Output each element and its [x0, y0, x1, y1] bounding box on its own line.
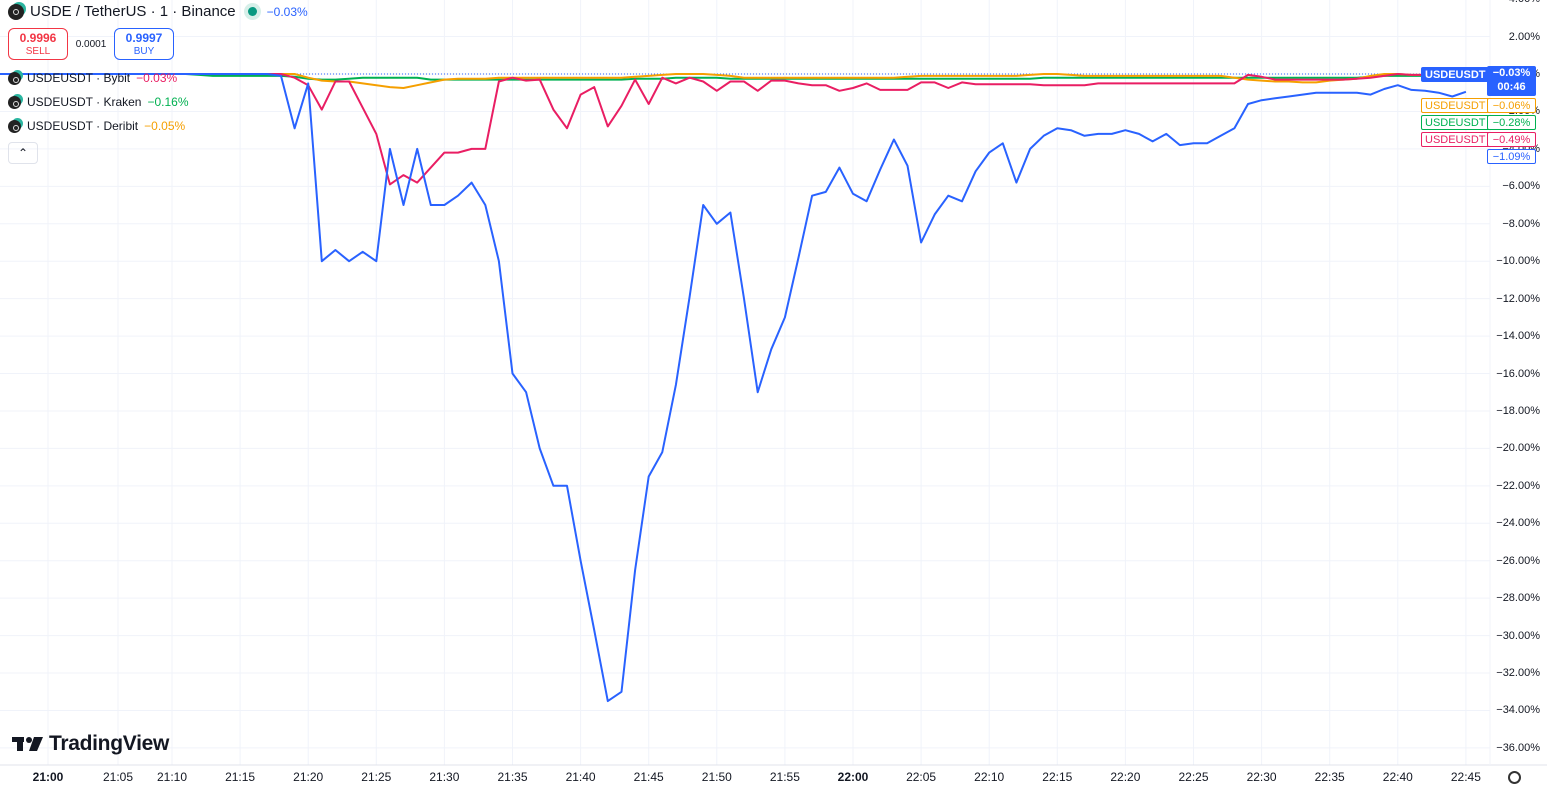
- x-tick-label: 22:45: [1450, 770, 1481, 784]
- symbol-change: −0.03%: [266, 4, 308, 19]
- legend-name: USDEUSDT · Kraken: [27, 95, 142, 109]
- tradingview-logo-icon: [12, 737, 43, 751]
- x-tick-label: 21:55: [769, 770, 800, 784]
- deribit-price-tag: −0.06%: [1487, 98, 1536, 113]
- main-price-value: −0.03%: [1492, 67, 1531, 79]
- tradingview-logo-text: TradingView: [49, 732, 170, 755]
- buy-price: 0.9997: [125, 31, 163, 45]
- series-line-bybit[interactable]: [0, 73, 1466, 186]
- extra-price-tag: −1.09%: [1487, 149, 1536, 164]
- symbol-header[interactable]: USDE / TetherUS · 1 · Binance −0.03%: [8, 3, 308, 20]
- bar-countdown: 00:46: [1497, 81, 1526, 93]
- y-tick-label: −6.00%: [1502, 180, 1540, 193]
- x-tick-label: 22:20: [1110, 770, 1141, 784]
- main-price-tag: −0.03% 00:46: [1487, 66, 1536, 96]
- y-tick-label: −20.00%: [1496, 442, 1540, 455]
- legend-change: −0.16%: [147, 95, 189, 109]
- x-tick-label: 22:15: [1042, 770, 1073, 784]
- x-tick-label: 21:10: [156, 770, 188, 784]
- x-tick-label: 21:25: [361, 770, 392, 784]
- grid: [0, 0, 1490, 765]
- legend-item-kraken[interactable]: USDEUSDT · Kraken −0.16%: [8, 95, 189, 109]
- x-tick-label: 21:00: [32, 770, 64, 784]
- x-tick-label: 22:25: [1178, 770, 1209, 784]
- y-tick-label: −28.00%: [1496, 592, 1540, 605]
- y-tick-label: −30.00%: [1496, 629, 1540, 642]
- usde-coin-icon: [8, 3, 24, 20]
- kraken-price-tag: −0.28%: [1487, 115, 1536, 130]
- y-tick-label: −36.00%: [1496, 741, 1540, 754]
- series-line-binance[interactable]: [0, 73, 1467, 703]
- usde-coin-icon: [8, 95, 21, 109]
- x-tick-label: 21:45: [633, 770, 664, 784]
- y-tick-label: −12.00%: [1496, 292, 1540, 305]
- y-tick-label: −18.00%: [1496, 404, 1540, 417]
- sell-button[interactable]: 0.9996 SELL: [8, 28, 68, 60]
- usde-coin-icon: [8, 71, 21, 85]
- main-symbol-tag: USDEUSDT: [1421, 67, 1490, 82]
- y-tick-label: −16.00%: [1496, 367, 1540, 380]
- series-lines: [0, 73, 1467, 703]
- y-tick-label: −8.00%: [1502, 217, 1540, 230]
- x-tick-label: 21:15: [225, 770, 256, 784]
- y-tick-label: −26.00%: [1496, 554, 1540, 567]
- x-tick-label: 22:10: [974, 770, 1005, 784]
- trade-panel: 0.9996 SELL 0.0001 0.9997 BUY: [8, 28, 174, 60]
- symbol-title[interactable]: USDE / TetherUS · 1 · Binance: [30, 3, 236, 20]
- x-tick-label: 21:50: [701, 770, 732, 784]
- y-tick-label: 4.00%: [1477, 0, 1547, 7]
- sell-label: SELL: [25, 46, 51, 57]
- x-tick-label: 21:30: [429, 770, 460, 784]
- sell-price: 0.9996: [19, 31, 57, 45]
- gear-icon[interactable]: [1508, 771, 1521, 784]
- y-tick-label: −24.00%: [1496, 517, 1540, 530]
- x-tick-label: 22:30: [1246, 770, 1277, 784]
- bybit-price-tag: −0.49%: [1487, 132, 1536, 147]
- market-open-status-icon: [247, 7, 257, 16]
- y-tick-label: −10.00%: [1496, 255, 1540, 268]
- usde-coin-icon: [8, 119, 21, 133]
- collapse-legend-button[interactable]: ⌃: [8, 142, 38, 164]
- y-tick-label: −22.00%: [1496, 479, 1540, 492]
- spread: 0.0001: [75, 38, 107, 50]
- x-tick-label: 22:05: [906, 770, 937, 784]
- chevron-up-icon: ⌃: [17, 146, 29, 160]
- legend-name: USDEUSDT · Bybit: [27, 71, 131, 85]
- buy-label: BUY: [133, 46, 155, 57]
- y-tick-label: −32.00%: [1496, 667, 1540, 680]
- x-tick-label: 22:00: [837, 770, 869, 784]
- legend-item-deribit[interactable]: USDEUSDT · Deribit −0.05%: [8, 119, 185, 133]
- legend-name: USDEUSDT · Deribit: [27, 119, 139, 133]
- bybit-symbol-tag: USDEUSDT: [1421, 132, 1490, 147]
- legend-change: −0.03%: [136, 71, 178, 85]
- kraken-symbol-tag: USDEUSDT: [1421, 115, 1490, 130]
- x-tick-label: 21:05: [102, 770, 134, 784]
- buy-button[interactable]: 0.9997 BUY: [114, 28, 174, 60]
- x-tick-label: 21:20: [293, 770, 324, 784]
- x-tick-label: 21:40: [565, 770, 596, 784]
- deribit-symbol-tag: USDEUSDT: [1421, 98, 1490, 113]
- legend-item-bybit[interactable]: USDEUSDT · Bybit −0.03%: [8, 71, 177, 85]
- legend-change: −0.05%: [144, 119, 186, 133]
- x-tick-label: 22:35: [1314, 770, 1345, 784]
- x-tick-label: 21:35: [497, 770, 528, 784]
- y-tick-label: 2.00%: [1508, 30, 1540, 43]
- y-tick-label: −34.00%: [1496, 704, 1540, 717]
- y-tick-label: −14.00%: [1496, 330, 1540, 343]
- tradingview-logo[interactable]: TradingView: [12, 732, 169, 756]
- x-tick-label: 22:40: [1382, 770, 1413, 784]
